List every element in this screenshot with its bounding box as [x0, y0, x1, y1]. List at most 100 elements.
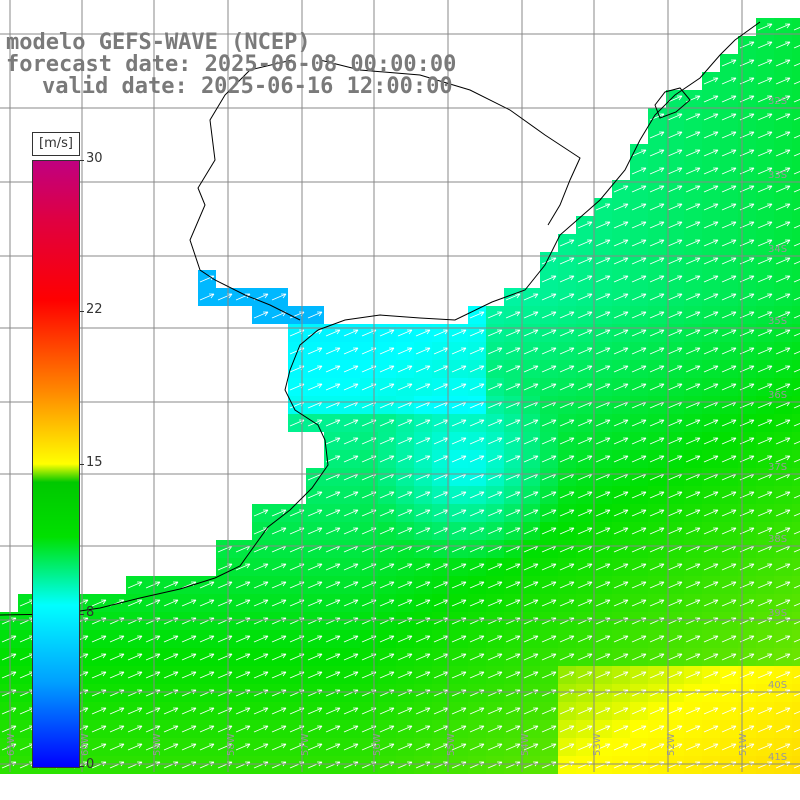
wind-arrow	[469, 509, 485, 517]
latitude-label: 41S	[768, 752, 787, 763]
wind-arrow	[721, 131, 737, 139]
wind-arrow	[235, 707, 251, 715]
wind-arrow	[721, 419, 737, 427]
wind-arrow	[685, 311, 701, 319]
wind-arrow	[487, 743, 503, 751]
wind-arrow	[523, 455, 539, 463]
wind-arrow	[613, 563, 629, 571]
wind-arrow	[487, 653, 503, 661]
wind-arrow	[487, 347, 503, 355]
lagoon-outline	[654, 87, 691, 119]
wind-arrow	[253, 599, 269, 607]
wind-arrow	[649, 707, 665, 715]
wind-arrow	[793, 746, 800, 751]
wind-arrow	[505, 311, 521, 319]
wind-arrow	[163, 653, 179, 661]
wind-arrow	[703, 383, 719, 391]
wind-arrow	[451, 563, 467, 571]
wind-arrow	[235, 599, 251, 607]
wind-arrow	[235, 653, 251, 661]
wind-arrow	[451, 347, 467, 355]
wind-arrow	[487, 311, 503, 319]
wind-arrow	[775, 509, 791, 517]
wind-arrow	[793, 494, 800, 499]
wind-arrow	[379, 419, 395, 427]
wind-arrow	[757, 365, 773, 373]
wind-arrow	[667, 347, 683, 355]
wind-arrow	[667, 203, 683, 211]
latitude-label: 36S	[768, 390, 787, 401]
wind-arrow	[649, 185, 665, 193]
wind-arrow	[451, 707, 467, 715]
wind-arrow	[667, 329, 683, 337]
forecast-date: forecast date: 2025-06-08 00:00:00	[6, 52, 457, 77]
wind-arrow	[469, 419, 485, 427]
speed-cell	[792, 144, 800, 162]
wind-arrow	[379, 365, 395, 373]
wind-arrow	[505, 599, 521, 607]
wind-arrow	[631, 455, 647, 463]
wind-arrow	[451, 419, 467, 427]
wind-arrow	[631, 185, 647, 193]
coastline	[0, 21, 761, 616]
wind-arrow	[667, 419, 683, 427]
wind-arrow	[253, 725, 269, 733]
wind-arrow	[649, 635, 665, 643]
wind-arrow	[595, 419, 611, 427]
longitude-label: 61W	[6, 733, 17, 756]
wind-arrow	[379, 527, 395, 535]
speed-cell	[792, 756, 800, 774]
wind-arrow	[343, 383, 359, 391]
wind-arrow	[469, 311, 485, 319]
wind-arrow	[325, 491, 341, 499]
wind-arrow	[163, 743, 179, 751]
wind-arrow	[343, 653, 359, 661]
wind-arrow	[613, 221, 629, 229]
speed-cell	[792, 162, 800, 180]
wind-arrow	[253, 635, 269, 643]
wind-arrow	[793, 674, 800, 679]
wind-arrow	[307, 311, 323, 319]
wind-arrow	[325, 383, 341, 391]
wind-arrow	[667, 383, 683, 391]
wind-arrow	[271, 725, 287, 733]
wind-arrow	[325, 329, 341, 337]
wind-arrow	[649, 329, 665, 337]
wind-arrow	[721, 203, 737, 211]
wind-arrow	[613, 437, 629, 445]
wind-arrow	[757, 581, 773, 589]
wind-arrow	[145, 599, 161, 607]
wind-arrow	[649, 743, 665, 751]
wind-arrow	[577, 347, 593, 355]
wind-arrow	[541, 383, 557, 391]
wind-arrow	[109, 743, 125, 751]
wind-arrow	[649, 131, 665, 139]
wind-arrow	[685, 221, 701, 229]
longitude-label: 60W	[80, 733, 91, 756]
longitude-label: 58W	[226, 733, 237, 756]
wind-arrow	[775, 329, 791, 337]
wind-arrow	[541, 671, 557, 679]
wind-arrow	[307, 509, 323, 517]
wind-arrow	[613, 365, 629, 373]
wind-arrow	[559, 707, 575, 715]
wind-arrow	[523, 329, 539, 337]
wind-arrow	[523, 725, 539, 733]
wind-arrow	[199, 671, 215, 679]
wind-arrow	[595, 491, 611, 499]
wind-arrow	[325, 563, 341, 571]
wind-arrow	[181, 725, 197, 733]
wind-arrow	[613, 707, 629, 715]
wind-arrow	[775, 725, 791, 733]
wind-arrow	[109, 635, 125, 643]
wind-arrow	[721, 275, 737, 283]
wind-arrow	[631, 239, 647, 247]
wind-arrow	[505, 563, 521, 571]
wind-arrow	[559, 653, 575, 661]
wind-arrow	[469, 455, 485, 463]
wind-arrow	[145, 743, 161, 751]
wind-arrow	[541, 419, 557, 427]
wind-arrow	[667, 257, 683, 265]
wind-arrow	[757, 41, 773, 49]
latitude-label: 35S	[768, 316, 787, 327]
